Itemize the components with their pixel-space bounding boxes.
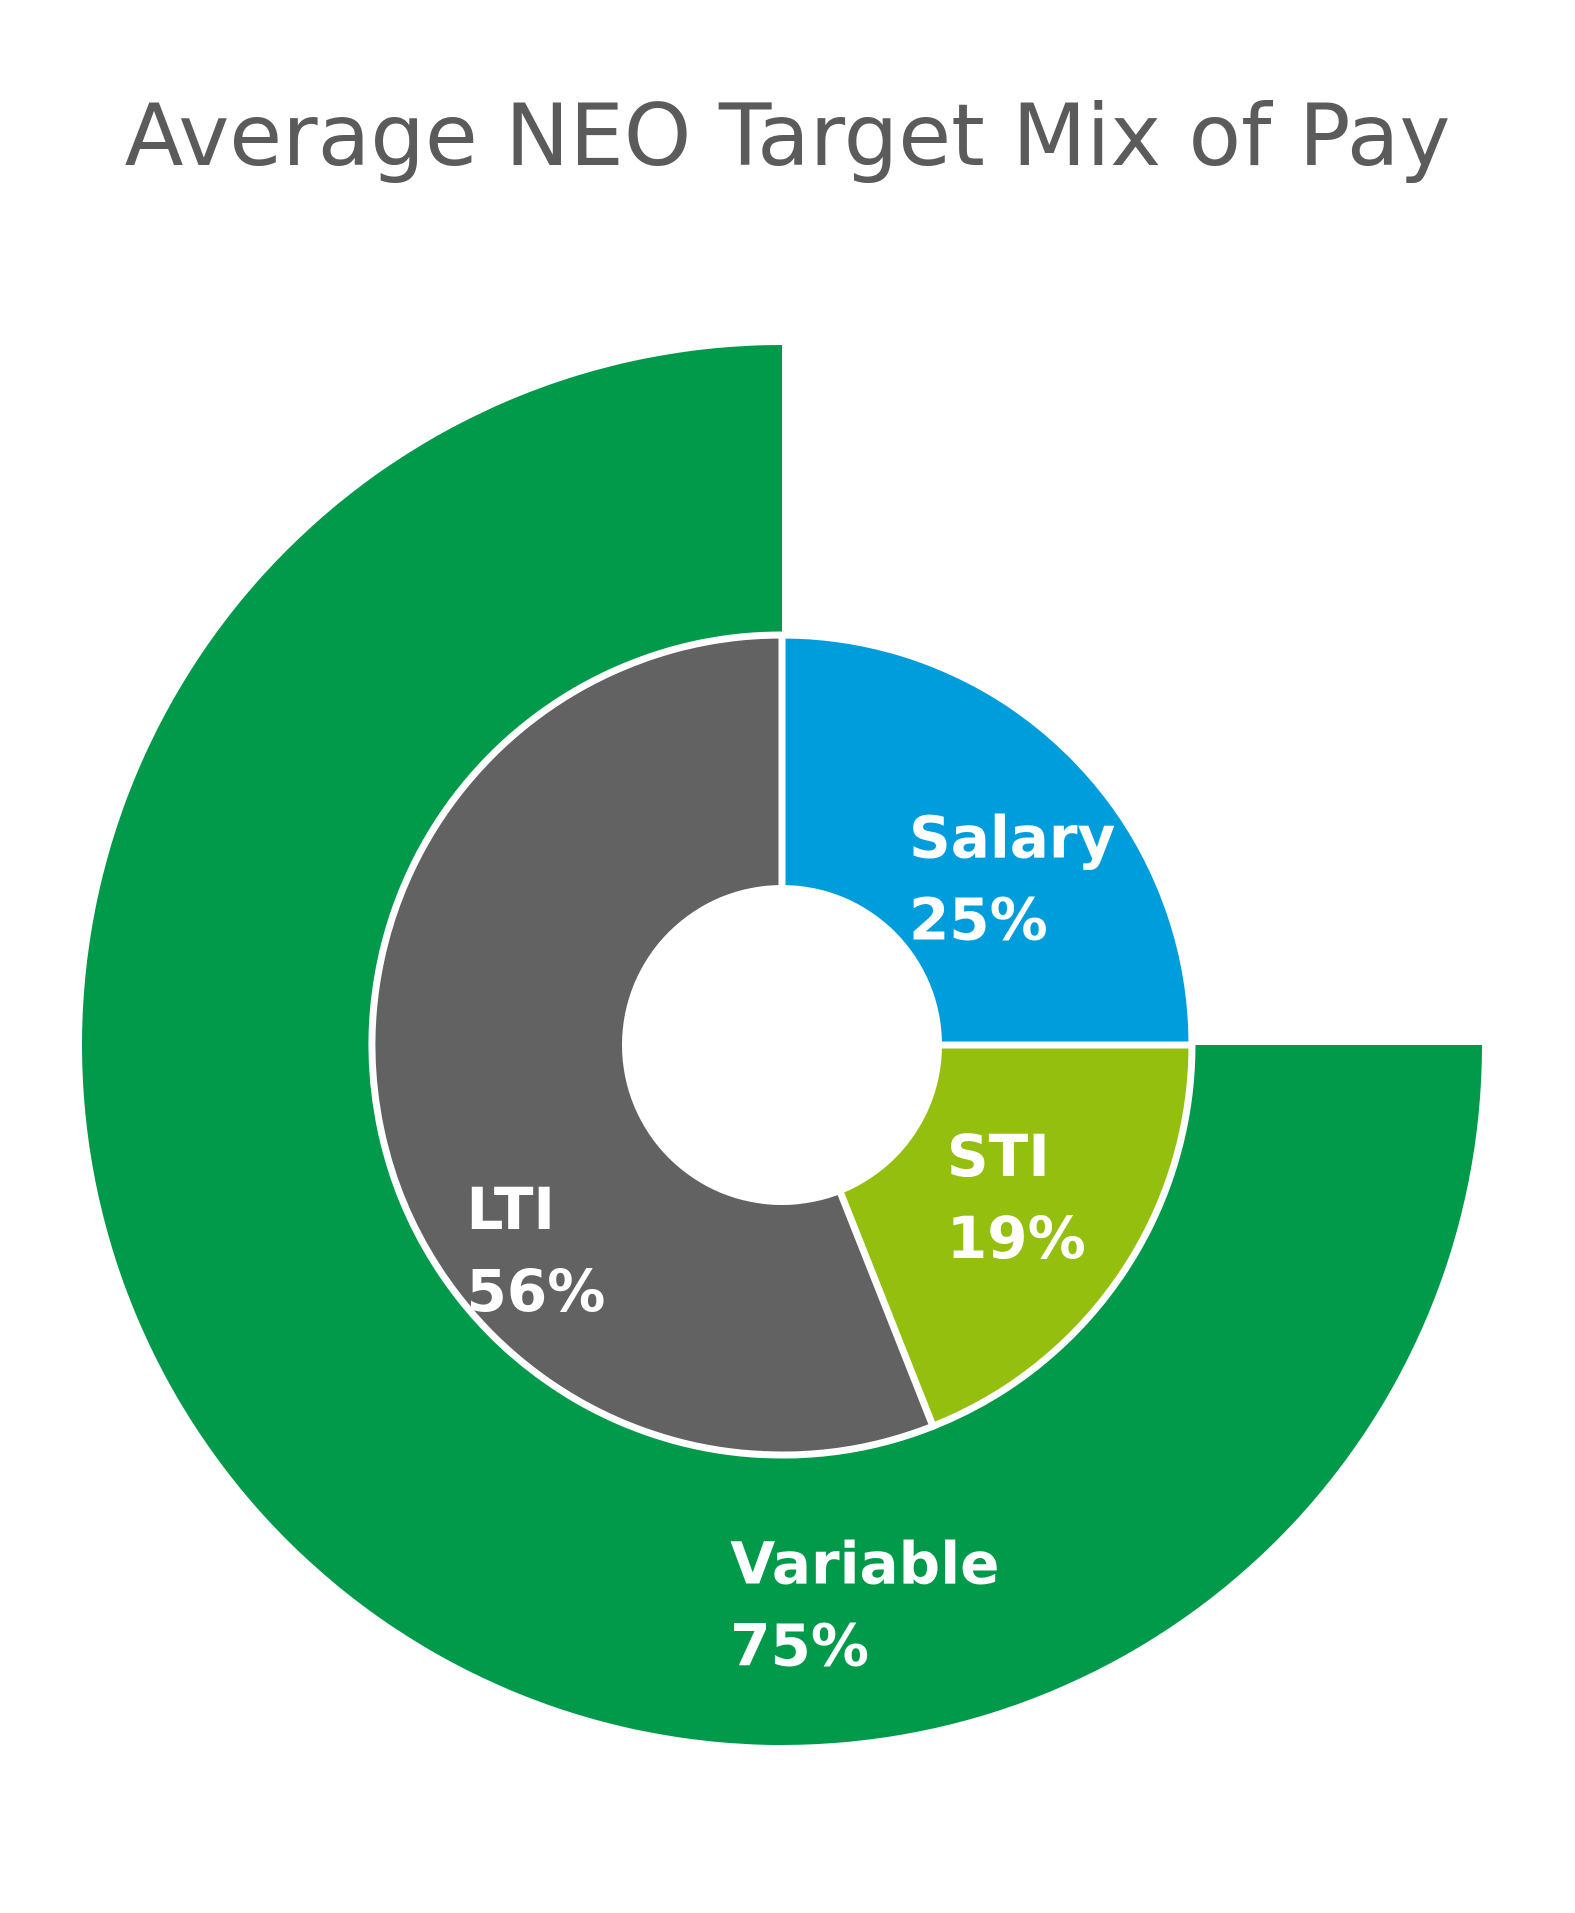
label-salary: Salary: [909, 804, 1115, 872]
value-salary: 25%: [909, 886, 1048, 954]
value-lti: 56%: [466, 1257, 605, 1325]
label-sti: STI: [947, 1122, 1050, 1190]
center-hole: [622, 885, 942, 1205]
label-variable: Variable: [730, 1530, 999, 1598]
chart-title: Average NEO Target Mix of Pay: [124, 86, 1451, 186]
value-variable: 75%: [730, 1612, 869, 1680]
label-lti: LTI: [466, 1175, 555, 1243]
segment-labels: Salary 25% STI 19% LTI 56% Variable 75%: [466, 804, 1115, 1680]
value-sti: 19%: [947, 1204, 1086, 1272]
